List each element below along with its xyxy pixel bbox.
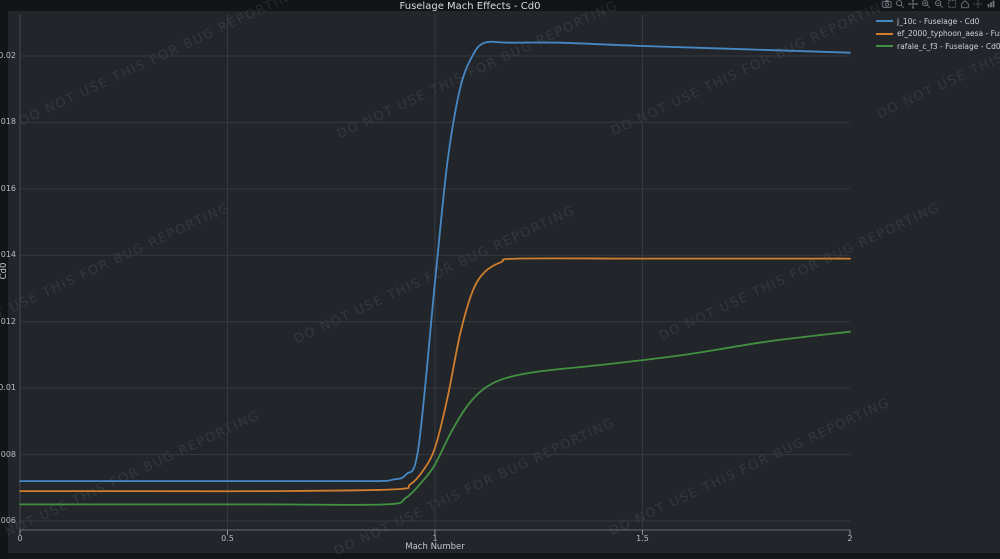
x-tick-label: 1 <box>432 534 438 543</box>
legend-item[interactable]: ef_2000_typhoon_aesa - Fuselage - Cd0 <box>876 28 1000 41</box>
x-axis-title: Mach Number <box>405 542 465 552</box>
legend-label: j_10c - Fuselage - Cd0 <box>897 16 980 26</box>
y-tick-label: 0.012 <box>0 316 16 326</box>
pan-icon[interactable] <box>907 0 918 9</box>
legend-label: ef_2000_typhoon_aesa - Fuselage - Cd0 <box>897 29 1000 39</box>
legend-item[interactable]: rafale_c_f3 - Fuselage - Cd0 <box>876 40 1000 53</box>
y-tick-label: 0.016 <box>0 183 16 193</box>
spikelines-icon[interactable] <box>972 0 983 9</box>
legend-label: rafale_c_f3 - Fuselage - Cd0 <box>897 41 1000 51</box>
zoom-icon[interactable] <box>894 0 905 9</box>
x-tick-label: 0 <box>17 534 23 543</box>
series-line <box>19 330 851 506</box>
zoom-in-icon[interactable] <box>920 0 931 9</box>
x-tick-label: 1.5 <box>636 534 649 543</box>
x-tick-label: 2 <box>847 534 853 543</box>
download-plot-icon[interactable] <box>881 0 892 9</box>
y-tick-label: 0.018 <box>0 117 16 127</box>
legend-swatch-line <box>876 32 893 35</box>
series-line <box>19 257 851 493</box>
legend-swatch-line <box>876 20 893 23</box>
modebar-toolbar <box>881 0 996 9</box>
y-axis-title: Cd0 <box>0 262 9 280</box>
plotly-logo-icon[interactable] <box>985 0 996 9</box>
y-tick-label: 0.01 <box>0 383 16 393</box>
chart-title: Fuselage Mach Effects - Cd0 <box>399 1 541 12</box>
reset-axes-icon[interactable] <box>959 0 970 9</box>
zoom-out-icon[interactable] <box>933 0 944 9</box>
legend-swatch-line <box>876 45 893 48</box>
legend-item[interactable]: j_10c - Fuselage - Cd0 <box>876 15 1000 28</box>
autoscale-icon[interactable] <box>946 0 957 9</box>
chart-paper <box>8 11 1000 553</box>
y-tick-label: 0.006 <box>0 516 16 525</box>
x-tick-label: 0.5 <box>221 534 234 543</box>
y-tick-label: 0.014 <box>0 250 16 260</box>
y-tick-label: 0.008 <box>0 449 16 459</box>
legend: j_10c - Fuselage - Cd0 ef_2000_typhoon_ae… <box>876 15 1000 53</box>
y-tick-label: 0.02 <box>0 50 16 60</box>
series-line <box>19 40 851 483</box>
